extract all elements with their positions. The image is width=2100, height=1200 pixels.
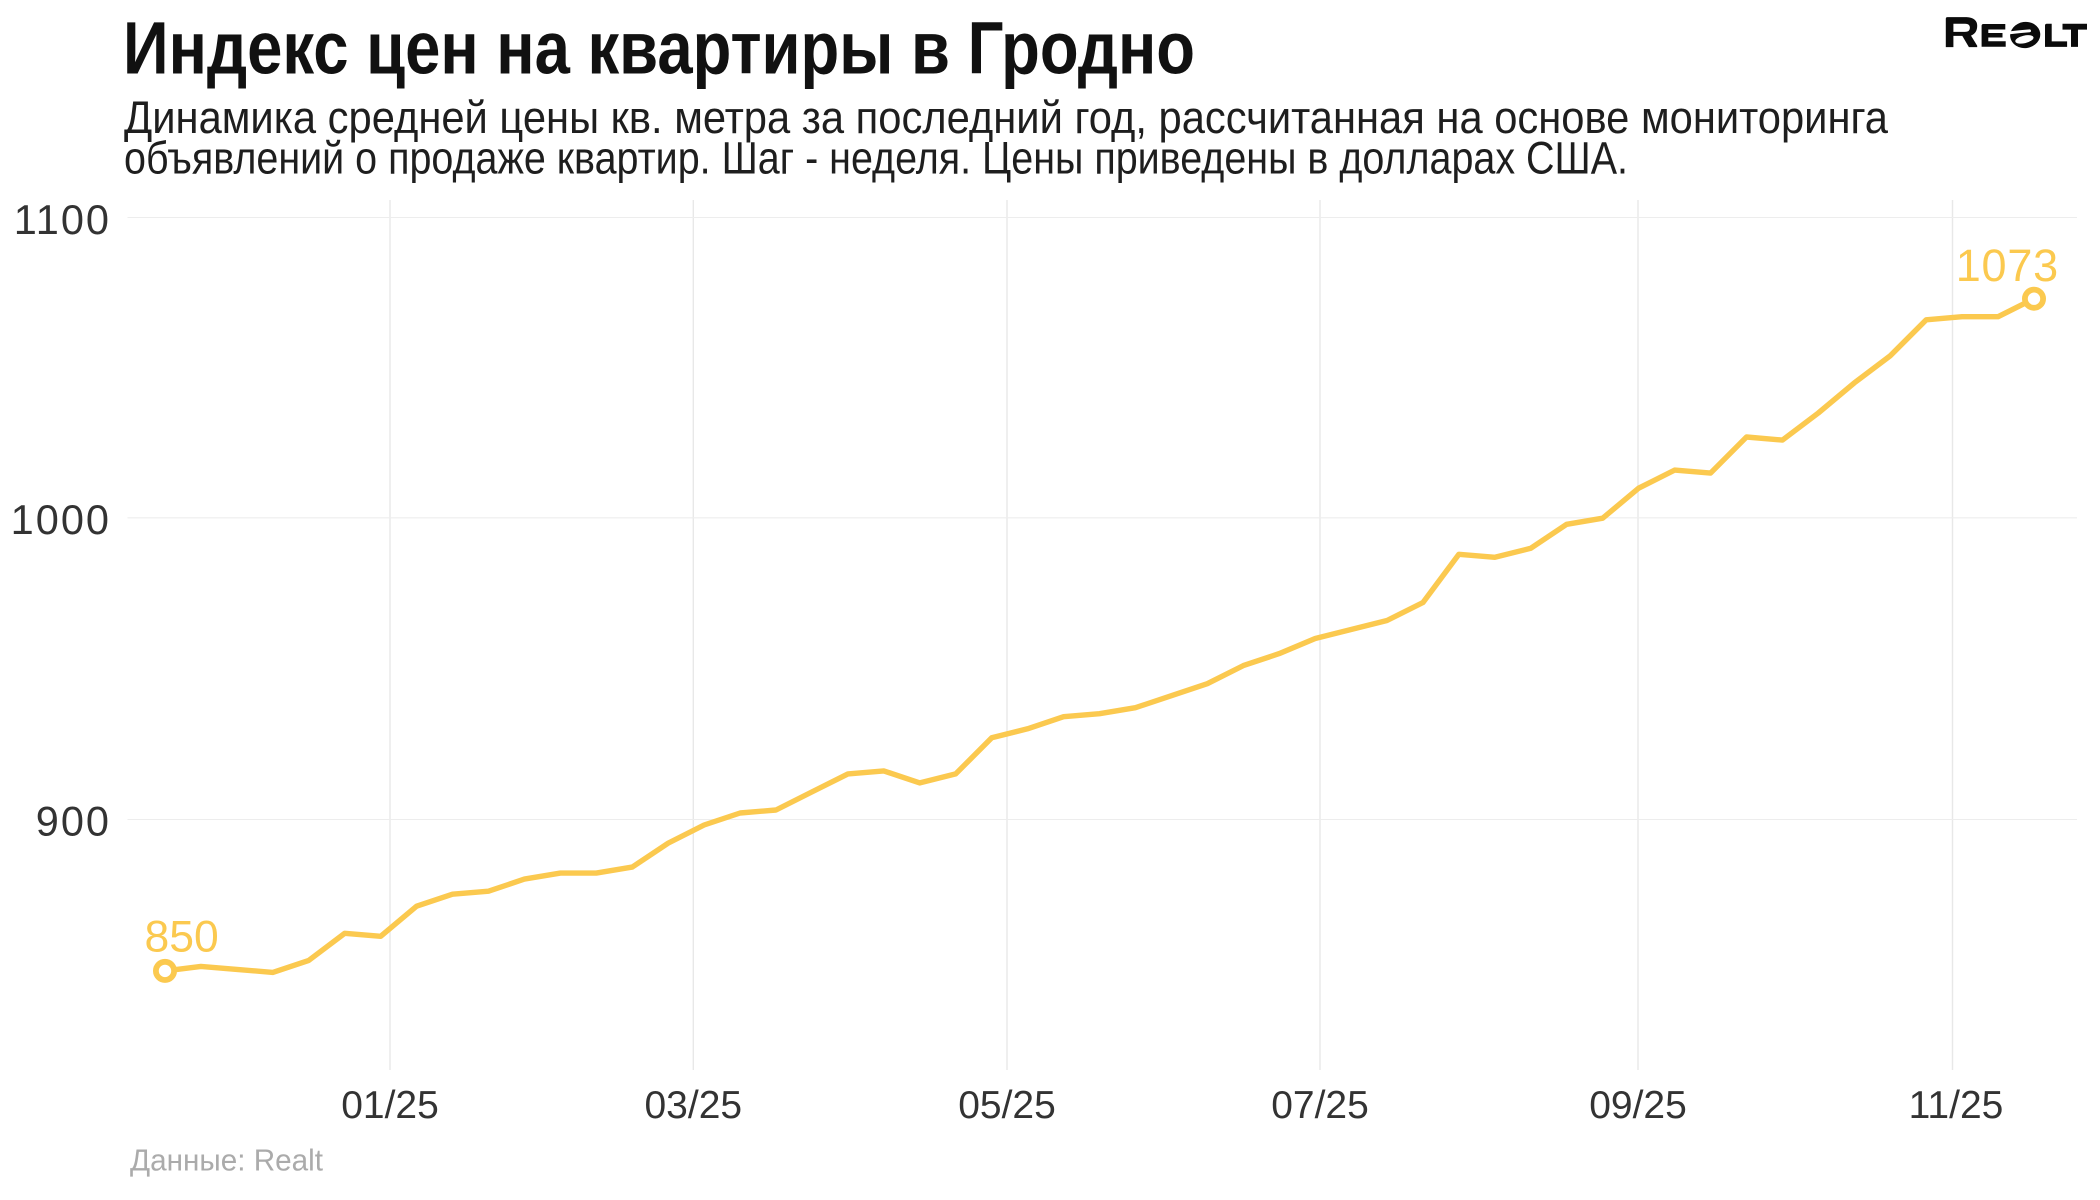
svg-text:01/25: 01/25 <box>341 1084 439 1127</box>
svg-text:Данные: Realt: Данные: Realt <box>130 1143 323 1178</box>
svg-text:1000: 1000 <box>11 496 111 543</box>
svg-text:1073: 1073 <box>1956 240 2059 291</box>
svg-text:Динамика средней цены кв. метр: Динамика средней цены кв. метра за после… <box>124 92 1889 143</box>
svg-text:09/25: 09/25 <box>1589 1084 1687 1127</box>
svg-text:Индекс цен на квартиры в Гродн: Индекс цен на квартиры в Гродно <box>123 7 1195 90</box>
svg-text:03/25: 03/25 <box>644 1084 742 1127</box>
svg-text:850: 850 <box>145 913 219 962</box>
svg-text:07/25: 07/25 <box>1271 1084 1369 1127</box>
svg-text:05/25: 05/25 <box>958 1084 1056 1127</box>
svg-text:11/25: 11/25 <box>1909 1084 2004 1127</box>
svg-text:объявлений о продаже квартир.: объявлений о продаже квартир. Шаг - неде… <box>124 133 1628 184</box>
svg-text:1100: 1100 <box>14 196 111 243</box>
svg-text:900: 900 <box>36 797 111 844</box>
